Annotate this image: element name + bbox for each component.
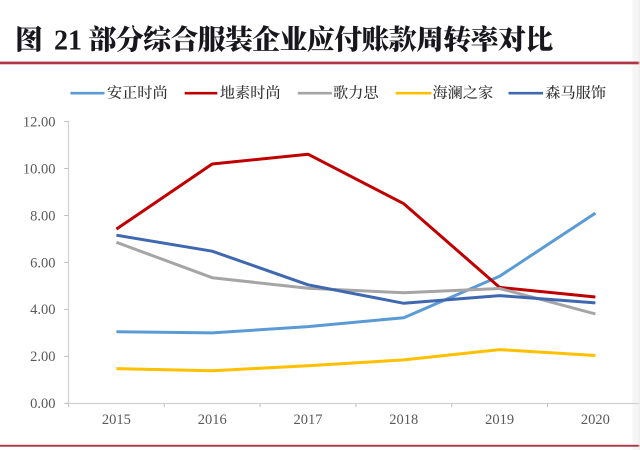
- svg-text:21: 21: [54, 25, 82, 56]
- svg-text:10.00: 10.00: [23, 161, 56, 177]
- svg-text:0.00: 0.00: [30, 396, 55, 412]
- svg-text:8.00: 8.00: [30, 208, 55, 224]
- svg-text:2016: 2016: [198, 412, 227, 428]
- svg-text:4.00: 4.00: [30, 302, 55, 318]
- svg-text:2020: 2020: [581, 412, 610, 428]
- svg-text:2019: 2019: [485, 412, 514, 428]
- svg-text:2.00: 2.00: [30, 349, 55, 365]
- svg-text:2015: 2015: [102, 412, 131, 428]
- svg-text:12.00: 12.00: [23, 114, 56, 130]
- svg-text:2018: 2018: [389, 412, 418, 428]
- svg-text:2017: 2017: [294, 412, 323, 428]
- svg-text:6.00: 6.00: [30, 255, 55, 271]
